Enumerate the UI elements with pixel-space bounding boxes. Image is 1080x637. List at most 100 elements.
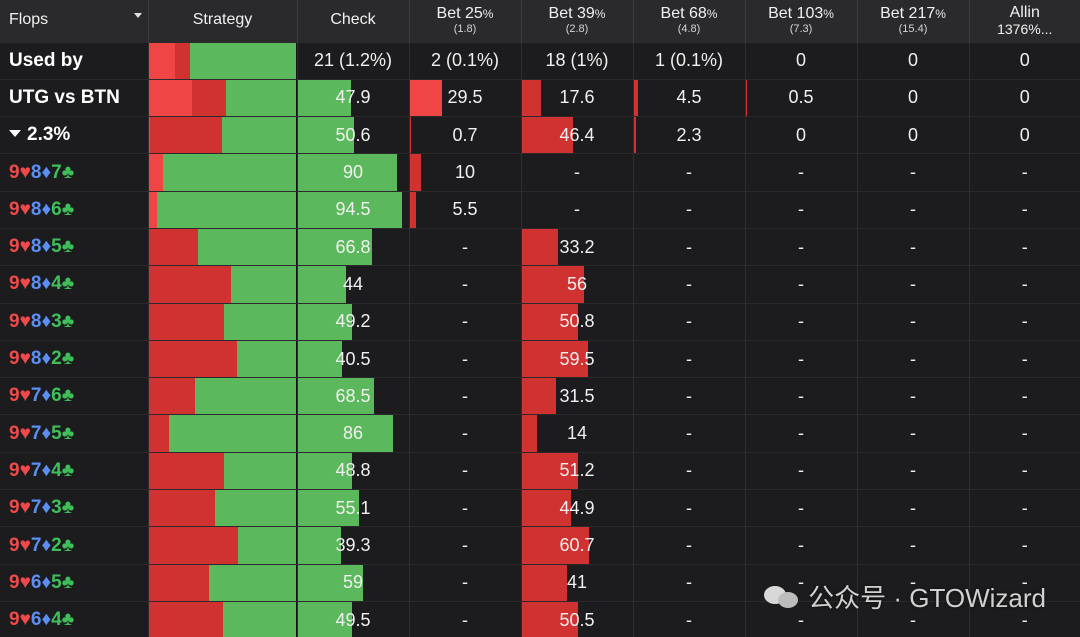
- bet-68-cell[interactable]: -: [632, 153, 745, 192]
- table-row[interactable]: 9♥7♦2♣ 39.3 - 60.7 - - - -: [0, 526, 1080, 565]
- allin-cell[interactable]: -: [968, 377, 1080, 415]
- bet-217-cell[interactable]: -: [856, 339, 969, 378]
- flop-cards[interactable]: 9♥7♦4♣: [0, 451, 148, 490]
- allin-cell[interactable]: 0: [968, 41, 1080, 80]
- bet-68-cell[interactable]: -: [632, 414, 745, 453]
- allin-column-header[interactable]: Allin 1376%...: [968, 0, 1080, 42]
- allin-cell[interactable]: -: [968, 227, 1080, 266]
- check-cell[interactable]: 39.3: [296, 526, 409, 565]
- bet-39-cell[interactable]: 18 (1%): [520, 41, 633, 80]
- bet-39-cell[interactable]: 46.4: [520, 116, 633, 154]
- check-cell[interactable]: 21 (1.2%): [296, 41, 409, 80]
- bet-39-cell[interactable]: -: [520, 153, 633, 192]
- allin-cell[interactable]: -: [968, 563, 1080, 602]
- bet-217-cell[interactable]: 0: [856, 116, 969, 154]
- bet-103-cell[interactable]: -: [744, 451, 857, 490]
- bet-68-cell[interactable]: -: [632, 451, 745, 490]
- bet-39-cell[interactable]: 31.5: [520, 377, 633, 415]
- bet-68-cell[interactable]: -: [632, 339, 745, 378]
- allin-cell[interactable]: -: [968, 302, 1080, 341]
- bet-39-cell[interactable]: 41: [520, 563, 633, 602]
- check-cell[interactable]: 49.5: [296, 600, 409, 637]
- bet-217-cell[interactable]: -: [856, 489, 969, 527]
- bet-103-cell[interactable]: -: [744, 600, 857, 637]
- allin-cell[interactable]: -: [968, 153, 1080, 192]
- bet-103-cell[interactable]: 0: [744, 116, 857, 154]
- bet-68-cell[interactable]: -: [632, 489, 745, 527]
- check-cell[interactable]: 40.5: [296, 339, 409, 378]
- flop-cards[interactable]: 9♥7♦2♣: [0, 526, 148, 565]
- flop-cards[interactable]: 9♥8♦7♣: [0, 153, 148, 192]
- bet-217-cell[interactable]: -: [856, 526, 969, 565]
- bet-103-cell[interactable]: -: [744, 302, 857, 341]
- check-cell[interactable]: 94.5: [296, 190, 409, 229]
- allin-cell[interactable]: -: [968, 265, 1080, 304]
- bet-68-cell[interactable]: -: [632, 526, 745, 565]
- bet-25-cell[interactable]: 2 (0.1%): [408, 41, 521, 80]
- check-cell[interactable]: 44: [296, 265, 409, 304]
- bet-68-cell[interactable]: -: [632, 563, 745, 602]
- flop-cards[interactable]: 9♥6♦5♣: [0, 563, 148, 602]
- table-row[interactable]: 9♥7♦4♣ 48.8 - 51.2 - - - -: [0, 451, 1080, 490]
- bet-217-cell[interactable]: -: [856, 600, 969, 637]
- bet-25-cell[interactable]: 5.5: [408, 190, 521, 229]
- table-row[interactable]: 9♥7♦6♣ 68.5 - 31.5 - - - -: [0, 377, 1080, 415]
- check-cell[interactable]: 49.2: [296, 302, 409, 341]
- bet-103-column-header[interactable]: Bet 103% (7.3): [744, 0, 857, 42]
- flop-cards[interactable]: 9♥8♦4♣: [0, 265, 148, 304]
- bet-103-cell[interactable]: -: [744, 414, 857, 453]
- bet-103-cell[interactable]: -: [744, 489, 857, 527]
- check-cell[interactable]: 68.5: [296, 377, 409, 415]
- table-row[interactable]: 9♥7♦3♣ 55.1 - 44.9 - - - -: [0, 489, 1080, 527]
- bet-25-cell[interactable]: -: [408, 414, 521, 453]
- table-row[interactable]: 9♥8♦5♣ 66.8 - 33.2 - - - -: [0, 227, 1080, 266]
- flops-column-header[interactable]: Flops: [0, 0, 148, 42]
- bet-68-cell[interactable]: -: [632, 377, 745, 415]
- bet-68-cell[interactable]: -: [632, 302, 745, 341]
- bet-103-cell[interactable]: -: [744, 190, 857, 229]
- check-cell[interactable]: 86: [296, 414, 409, 453]
- allin-cell[interactable]: 0: [968, 116, 1080, 154]
- bet-39-cell[interactable]: -: [520, 190, 633, 229]
- bet-103-cell[interactable]: 0.5: [744, 78, 857, 117]
- bet-103-cell[interactable]: -: [744, 526, 857, 565]
- bet-103-cell[interactable]: 0: [744, 41, 857, 80]
- bet-39-cell[interactable]: 50.5: [520, 600, 633, 637]
- bet-217-cell[interactable]: -: [856, 377, 969, 415]
- bet-68-cell[interactable]: -: [632, 190, 745, 229]
- bet-217-cell[interactable]: 0: [856, 78, 969, 117]
- table-row[interactable]: 9♥8♦6♣ 94.5 5.5 - - - - -: [0, 190, 1080, 229]
- bet-25-cell[interactable]: 29.5: [408, 78, 521, 117]
- bet-103-cell[interactable]: -: [744, 227, 857, 266]
- bet-68-cell[interactable]: 1 (0.1%): [632, 41, 745, 80]
- bet-39-cell[interactable]: 59.5: [520, 339, 633, 378]
- allin-cell[interactable]: -: [968, 451, 1080, 490]
- bet-25-column-header[interactable]: Bet 25% (1.8): [408, 0, 521, 42]
- table-row[interactable]: 9♥6♦5♣ 59-41- - - -: [0, 563, 1080, 602]
- flop-cards[interactable]: 9♥8♦5♣: [0, 227, 148, 266]
- flop-cards[interactable]: 9♥7♦5♣: [0, 414, 148, 453]
- bet-39-cell[interactable]: 60.7: [520, 526, 633, 565]
- bet-68-cell[interactable]: -: [632, 265, 745, 304]
- bet-39-cell[interactable]: 33.2: [520, 227, 633, 266]
- check-column-header[interactable]: Check: [296, 0, 409, 42]
- table-row[interactable]: 9♥8♦2♣ 40.5 - 59.5 - - - -: [0, 339, 1080, 378]
- check-cell[interactable]: 55.1: [296, 489, 409, 527]
- check-cell[interactable]: 59: [296, 563, 409, 602]
- bet-25-cell[interactable]: -: [408, 489, 521, 527]
- bet-217-cell[interactable]: -: [856, 153, 969, 192]
- allin-cell[interactable]: -: [968, 339, 1080, 378]
- flop-cards[interactable]: 9♥7♦3♣: [0, 489, 148, 527]
- bet-25-cell[interactable]: -: [408, 563, 521, 602]
- check-cell[interactable]: 48.8: [296, 451, 409, 490]
- allin-cell[interactable]: -: [968, 190, 1080, 229]
- check-cell[interactable]: 47.9: [296, 78, 409, 117]
- bet-39-cell[interactable]: 51.2: [520, 451, 633, 490]
- allin-cell[interactable]: -: [968, 526, 1080, 565]
- bet-217-cell[interactable]: -: [856, 190, 969, 229]
- bet-217-cell[interactable]: -: [856, 302, 969, 341]
- bet-103-cell[interactable]: -: [744, 563, 857, 602]
- flop-cards[interactable]: 9♥8♦3♣: [0, 302, 148, 341]
- bet-25-cell[interactable]: 0.7: [408, 116, 521, 154]
- bet-103-cell[interactable]: -: [744, 153, 857, 192]
